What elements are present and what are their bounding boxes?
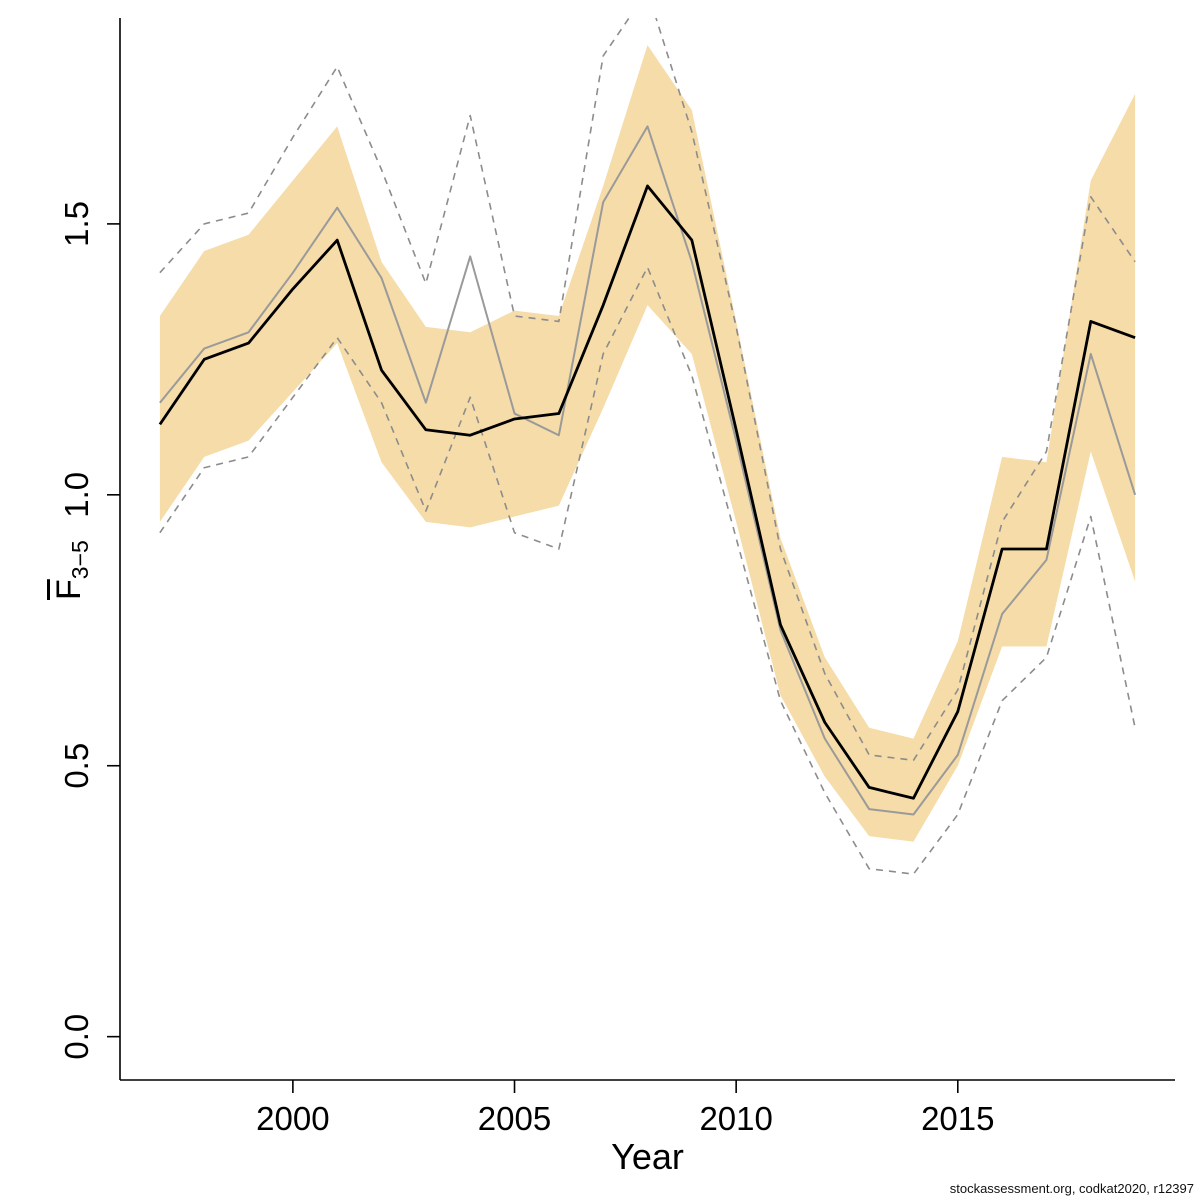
y-axis-label-symbol: F [50, 579, 88, 600]
x-axis-label: Year [611, 1136, 684, 1177]
x-tick-label: 2000 [256, 1100, 329, 1137]
series-previous-assessment [159, 125, 1137, 816]
y-tick-label: 0.5 [58, 743, 95, 789]
series-previous-assessment-lower-ci [159, 266, 1136, 875]
y-tick-label: 0.0 [58, 1014, 95, 1060]
y-tick-label: 1.0 [58, 472, 95, 518]
plot-region [158, 18, 1137, 875]
source-footnote: stockassessment.org, codkat2020, r12397 [949, 1181, 1194, 1196]
x-tick-label: 2005 [478, 1100, 551, 1137]
y-axis-label-subscript: 3−5 [66, 540, 93, 580]
y-axis-label: F3−5 [50, 540, 94, 600]
x-tick-label: 2015 [921, 1100, 994, 1137]
series-estimate [158, 184, 1136, 800]
confidence-band [159, 45, 1136, 842]
y-tick-label: 1.5 [58, 201, 95, 247]
x-tick-label: 2010 [699, 1100, 772, 1137]
